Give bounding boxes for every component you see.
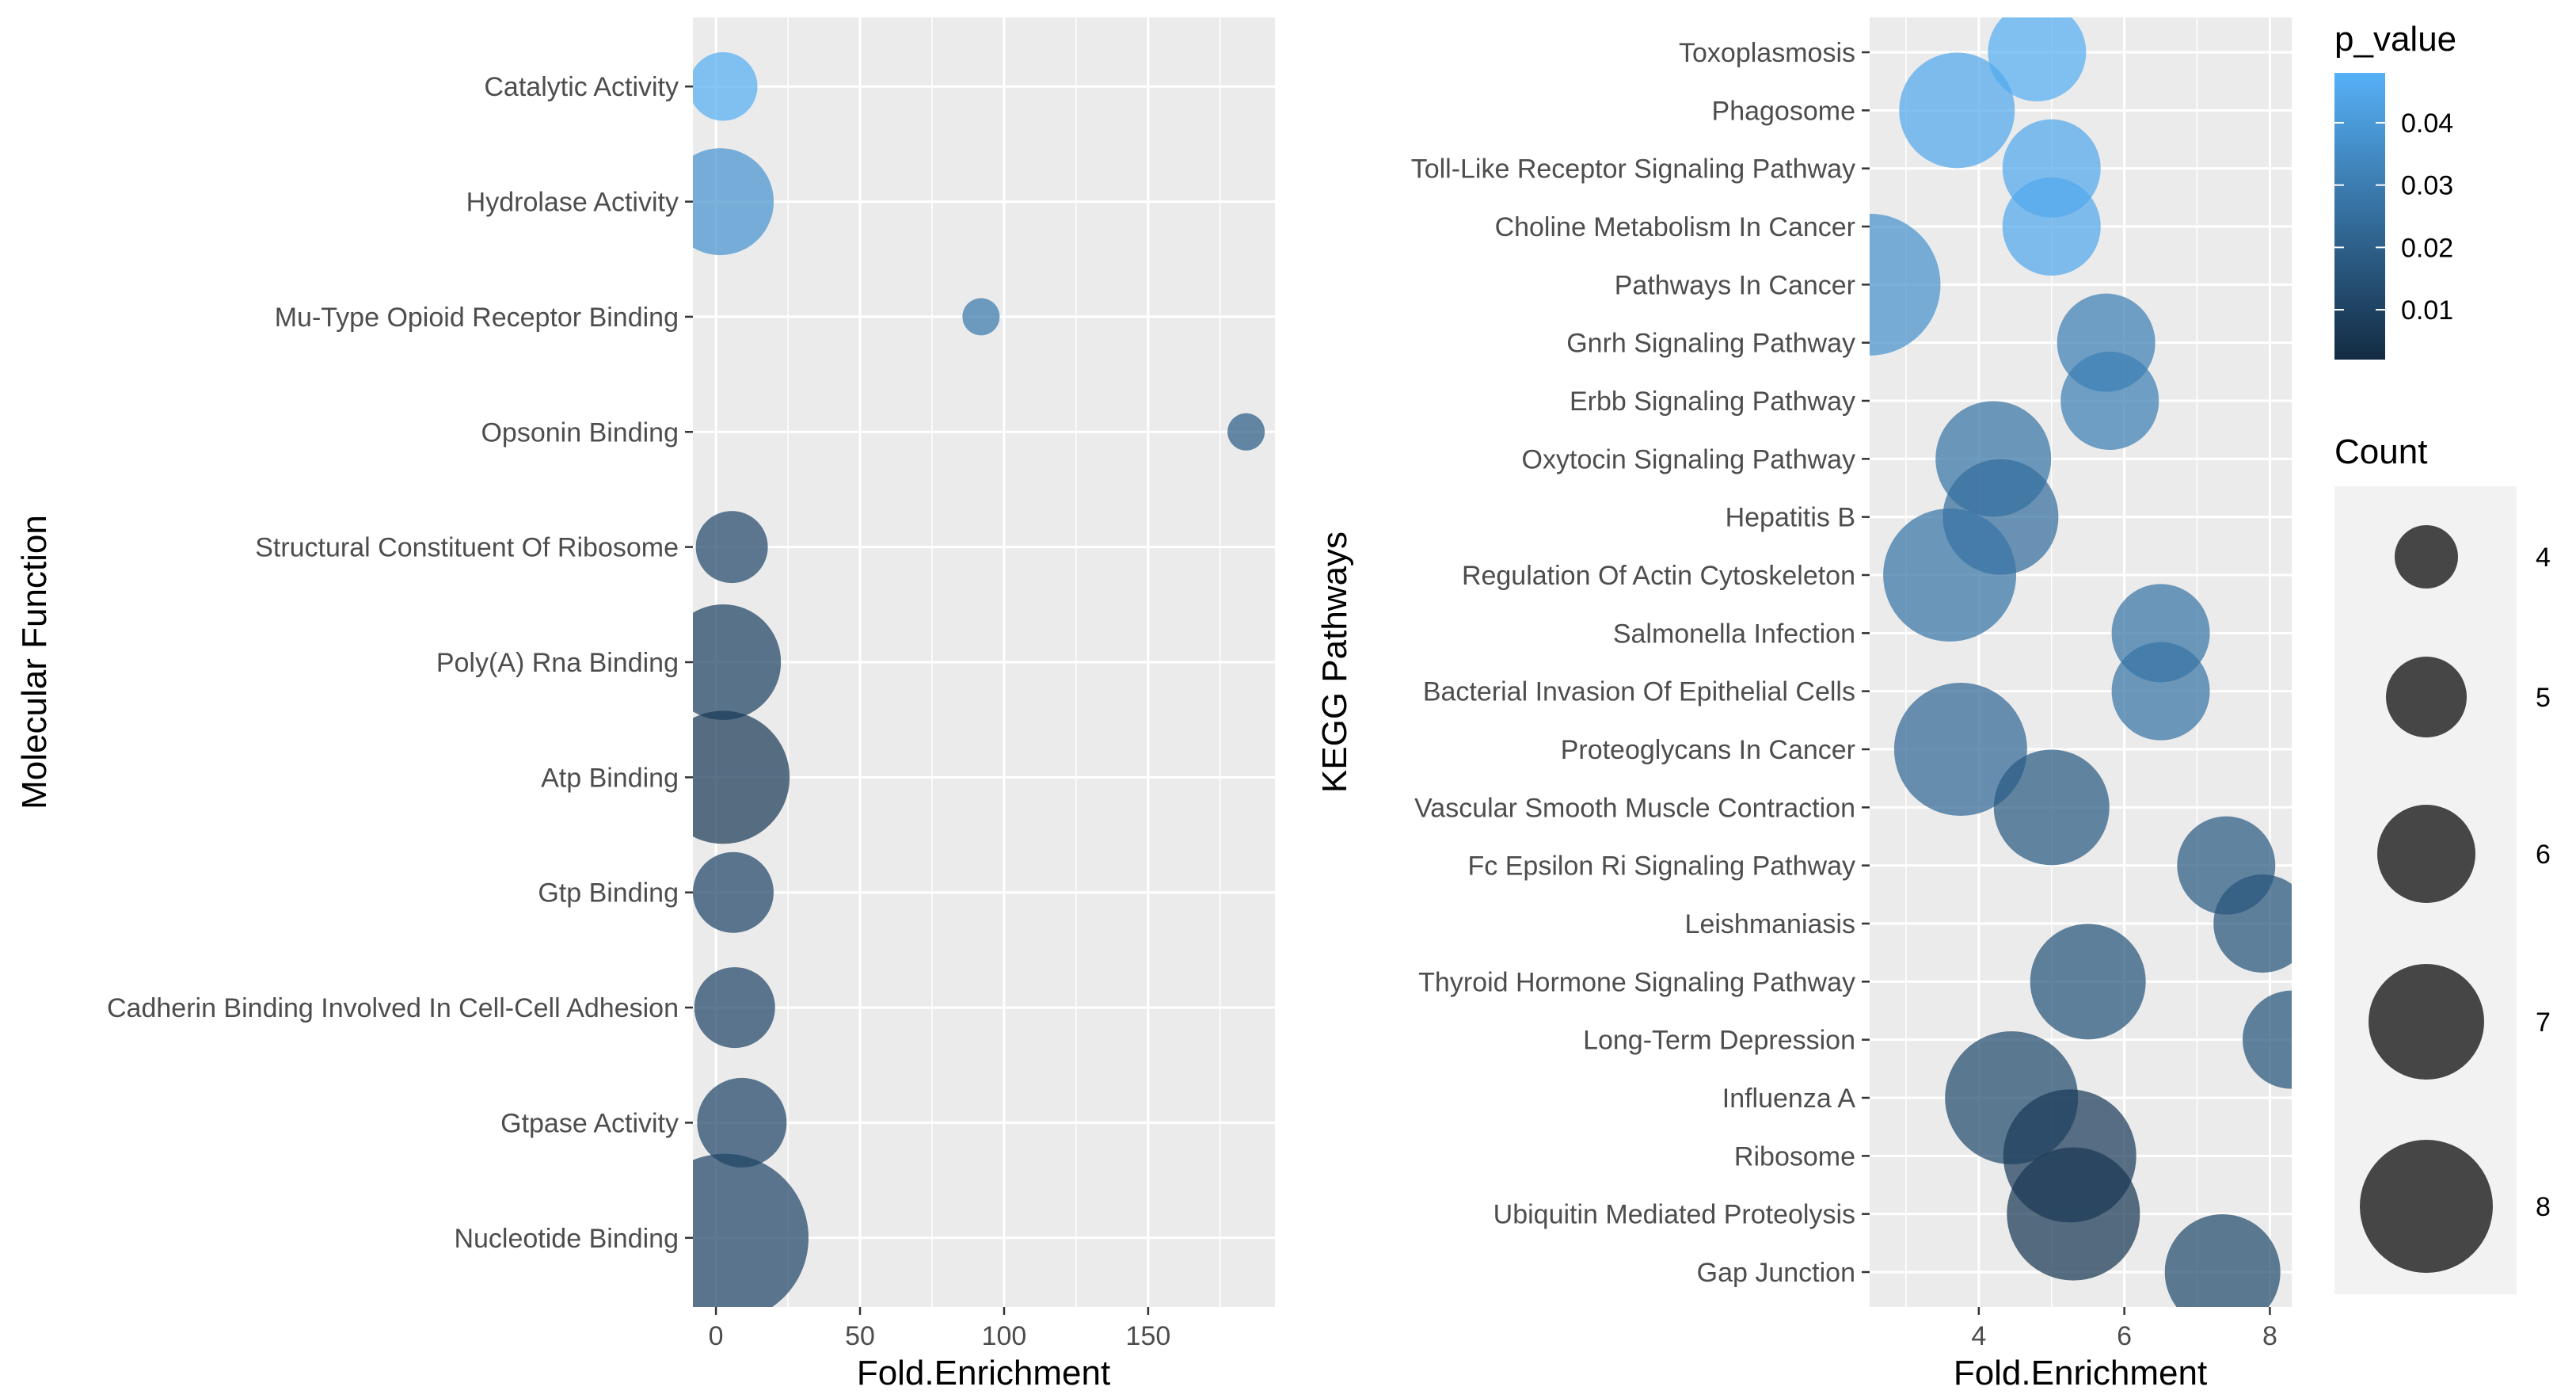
kegg-bubble: [1870, 213, 1941, 356]
kegg-y-tick-label: Phagosome: [1712, 96, 1855, 126]
kegg-bubble: [1893, 683, 2027, 816]
kegg-x-tick-label: 4: [1971, 1321, 1986, 1351]
color-bar-tick-label: 0.04: [2401, 109, 2453, 139]
kegg-y-tick-label: Bacterial Invasion Of Epithelial Cells: [1423, 677, 1855, 707]
kegg-y-tick-label: Salmonella Infection: [1613, 619, 1855, 649]
panel1-x-axis-title: Fold.Enrichment: [857, 1354, 1110, 1392]
color-legend-title: p_value: [2334, 20, 2456, 59]
molecular-function-panel: Catalytic Activity Hydrolase Activity Mu-T…: [15, 17, 1275, 1392]
panel1-points: [693, 51, 1265, 1307]
size-legend-circle: [2360, 1140, 2493, 1273]
kegg-y-tick-label: Thyroid Hormone Signaling Pathway: [1418, 967, 1855, 997]
panel2-points: [1870, 17, 2292, 1307]
size-legend-label: 4: [2536, 543, 2551, 573]
color-bar-tick-label: 0.03: [2401, 171, 2453, 201]
kegg-y-tick-label: Choline Metabolism In Cancer: [1495, 212, 1855, 242]
color-bar-ticks: 0.04 0.03 0.02 0.01: [2334, 109, 2453, 326]
panel1-x-tick-labels: 0 50 100 150: [709, 1307, 1171, 1351]
mf-bubble: [694, 967, 775, 1049]
kegg-y-tick-label: Oxytocin Signaling Pathway: [1522, 444, 1855, 474]
kegg-y-tick-label: Ribosome: [1734, 1141, 1855, 1171]
mf-bubble: [695, 511, 768, 584]
mf-x-tick-label: 150: [1126, 1321, 1171, 1351]
kegg-y-tick-label: Hepatitis B: [1726, 503, 1855, 533]
mf-bubble: [1227, 413, 1265, 451]
mf-y-tick-label: Atp Binding: [541, 763, 679, 793]
kegg-bubble: [1883, 509, 2017, 642]
kegg-y-tick-label: Toll-Like Receptor Signaling Pathway: [1411, 154, 1855, 185]
kegg-bubble: [2164, 1214, 2281, 1307]
kegg-pathways-panel: Toxoplasmosis Phagosome Toll-Like Receptor…: [1315, 17, 2292, 1392]
mf-bubble: [693, 148, 774, 256]
panel2-x-axis-title: Fold.Enrichment: [1954, 1354, 2207, 1392]
panel2-x-tick-labels: 4 6 8: [1971, 1307, 2277, 1351]
mf-x-tick-label: 100: [982, 1321, 1027, 1351]
mf-bubble: [693, 1153, 809, 1307]
kegg-y-tick-label: Erbb Signaling Pathway: [1570, 387, 1855, 417]
mf-bubble: [693, 710, 790, 844]
size-legend-label: 6: [2536, 840, 2551, 870]
kegg-bubble: [1988, 17, 2087, 101]
mf-bubble: [693, 604, 782, 720]
size-legend-circle: [2369, 964, 2484, 1080]
kegg-y-tick-label: Gnrh Signaling Pathway: [1566, 329, 1855, 359]
size-legend-label: 8: [2536, 1192, 2551, 1222]
mf-y-tick-label: Catalytic Activity: [484, 72, 679, 102]
kegg-y-tick-label: Fc Epsilon Ri Signaling Pathway: [1468, 851, 1855, 882]
mf-y-tick-label: Opsonin Binding: [481, 417, 679, 448]
mf-bubble: [693, 51, 758, 121]
panel1-y-tick-labels: Catalytic Activity Hydrolase Activity Mu-T…: [107, 72, 693, 1254]
kegg-bubble: [1899, 52, 2015, 169]
kegg-y-tick-label: Influenza A: [1722, 1084, 1856, 1114]
mf-y-tick-label: Gtpase Activity: [500, 1108, 679, 1138]
mf-x-tick-label: 50: [845, 1321, 875, 1351]
kegg-bubble: [2111, 642, 2210, 741]
kegg-bubble: [2243, 990, 2292, 1089]
kegg-y-tick-label: Gap Junction: [1697, 1258, 1855, 1288]
kegg-y-tick-label: Ubiquitin Mediated Proteolysis: [1493, 1200, 1855, 1230]
kegg-y-tick-label: Long-Term Depression: [1583, 1026, 1855, 1056]
kegg-bubble: [2213, 874, 2292, 973]
size-legend-label: 7: [2536, 1008, 2551, 1038]
kegg-bubble: [2030, 924, 2146, 1040]
kegg-y-tick-label: Regulation Of Actin Cytoskeleton: [1462, 561, 1855, 591]
kegg-y-tick-label: Pathways In Cancer: [1615, 270, 1855, 300]
mf-y-tick-label: Structural Constituent Of Ribosome: [255, 533, 679, 563]
size-legend-label: 5: [2536, 683, 2551, 713]
kegg-bubble: [2060, 352, 2159, 450]
panel2-y-tick-labels: Toxoplasmosis Phagosome Toll-Like Receptor…: [1411, 38, 1870, 1288]
panel2-y-axis-title: KEGG Pathways: [1315, 531, 1354, 793]
kegg-y-tick-label: Proteoglycans In Cancer: [1561, 735, 1855, 765]
mf-y-tick-label: Hydrolase Activity: [466, 188, 679, 218]
mf-y-tick-label: Mu-Type Opioid Receptor Binding: [275, 303, 679, 333]
size-legend-circle: [2395, 525, 2458, 589]
size-legend-title: Count: [2334, 432, 2427, 471]
kegg-x-tick-label: 6: [2117, 1321, 2132, 1351]
size-legend-circle: [2377, 805, 2475, 903]
mf-x-tick-label: 0: [709, 1321, 724, 1351]
panel1-y-axis-title: Molecular Function: [15, 515, 54, 809]
mf-y-tick-label: Poly(A) Rna Binding: [436, 648, 679, 678]
mf-bubble: [962, 298, 1000, 336]
color-bar: [2334, 73, 2385, 360]
size-legend-keys: 4 5 6 7 8: [2360, 525, 2551, 1273]
kegg-bubble: [2002, 177, 2101, 276]
mf-bubble: [697, 1077, 787, 1168]
color-bar-tick-label: 0.01: [2401, 295, 2453, 326]
mf-bubble: [693, 851, 774, 933]
size-legend-circle: [2386, 657, 2467, 737]
kegg-bubble: [2007, 1147, 2140, 1281]
kegg-x-tick-label: 8: [2262, 1321, 2277, 1351]
legend: p_value 0.04 0.03 0.02 0.01 Count 4 5 6 7 8: [2334, 20, 2551, 1294]
kegg-y-tick-label: Vascular Smooth Muscle Contraction: [1414, 793, 1855, 823]
kegg-y-tick-label: Toxoplasmosis: [1679, 38, 1855, 68]
kegg-y-tick-label: Leishmaniasis: [1685, 909, 1855, 939]
mf-y-tick-label: Cadherin Binding Involved In Cell-Cell A…: [107, 993, 679, 1023]
mf-y-tick-label: Gtp Binding: [538, 878, 679, 909]
color-bar-tick-label: 0.02: [2401, 233, 2453, 263]
mf-y-tick-label: Nucleotide Binding: [454, 1224, 679, 1254]
kegg-bubble: [1993, 749, 2110, 866]
